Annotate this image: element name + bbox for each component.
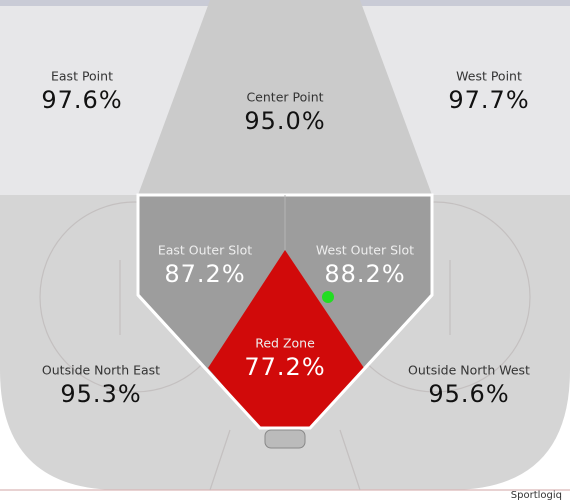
credit: Sportlogiq [511, 490, 562, 501]
zone-label: East Outer Slot [158, 243, 252, 258]
goal-net [264, 429, 306, 449]
zone-value: 97.7% [448, 86, 529, 114]
zone-value: 95.3% [60, 380, 141, 408]
zone-label: Outside North West [408, 363, 530, 378]
shot-marker [322, 291, 334, 303]
zone-value: 87.2% [164, 260, 245, 288]
zone-value: 95.6% [428, 380, 509, 408]
zone-label: Red Zone [255, 336, 315, 351]
zone-value: 88.2% [324, 260, 405, 288]
zone-label: West Point [456, 69, 522, 84]
slot-border [136, 293, 434, 430]
rink-markings [0, 201, 570, 491]
zone-value: 77.2% [244, 353, 325, 381]
red-zone [208, 250, 364, 428]
zone-label: Center Point [246, 90, 323, 105]
zone-value: 97.6% [41, 86, 122, 114]
zone-value: 95.0% [244, 107, 325, 135]
center-point-area [138, 0, 432, 195]
zone-label: Outside North East [42, 363, 160, 378]
zone-label: West Outer Slot [316, 243, 414, 258]
zone-label: East Point [51, 69, 113, 84]
